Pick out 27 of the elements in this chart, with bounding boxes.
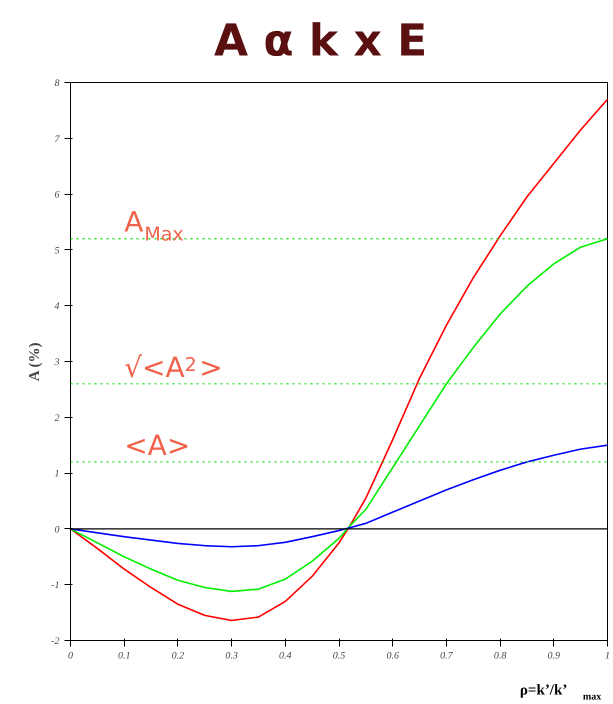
x-tick-label: 0.6 <box>386 650 399 662</box>
x-tick-label: 0.1 <box>118 650 130 662</box>
y-tick-label: 3 <box>54 357 60 368</box>
y-tick-label: 1 <box>54 468 60 480</box>
x-tick-label: 0.2 <box>172 650 184 662</box>
x-tick-label: 0.4 <box>279 650 292 662</box>
x-tick-label: 0.5 <box>332 650 346 662</box>
y-tick-label: 5 <box>54 245 60 256</box>
y-axis-title: A (%) <box>27 342 44 382</box>
ref-line-label: <A> <box>124 428 190 462</box>
y-tick-label: 6 <box>54 190 60 201</box>
x-tick-label: 1 <box>605 650 610 662</box>
x-tick-label: 0 <box>68 650 73 662</box>
y-tick-label: -1 <box>51 580 60 592</box>
x-tick-label: 0.3 <box>225 650 238 662</box>
line-series <box>70 98 608 622</box>
y-tick-label: -2 <box>51 636 60 647</box>
x-tick-label: 0.7 <box>440 650 454 662</box>
y-tick-label: 4 <box>54 301 60 312</box>
x-tick-label: 0.8 <box>494 650 506 662</box>
x-tick-label: 0.9 <box>548 650 560 662</box>
y-tick-label: 8 <box>54 78 60 89</box>
y-tick-label: 0 <box>54 524 60 536</box>
x-axis-title: ρ=k’/k’max <box>520 682 602 702</box>
chart-title: A α k x E <box>214 16 428 66</box>
y-tick-label: 2 <box>54 412 60 424</box>
y-tick-label: 7 <box>54 134 60 145</box>
